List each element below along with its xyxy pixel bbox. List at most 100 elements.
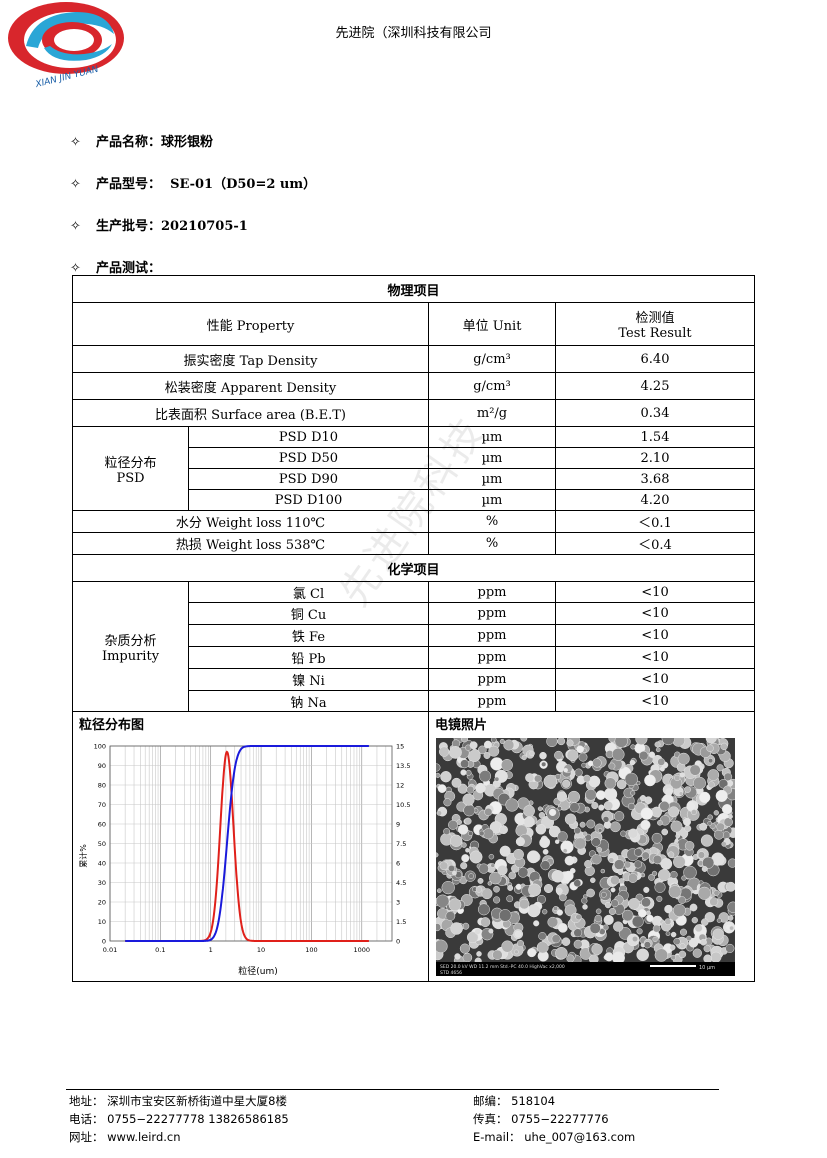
sem-particle [613, 921, 624, 932]
sem-particle [436, 763, 441, 772]
sem-particle [594, 914, 603, 923]
sem-particle [443, 828, 451, 835]
sem-particle [540, 860, 551, 871]
sem-particle [514, 949, 519, 955]
row-value: 3.68 [554, 468, 756, 490]
table-row: 铅 Pb ppm <10 [73, 646, 756, 669]
y-right-tick-label: 10.5 [396, 801, 410, 809]
row-unit: g/cm³ [428, 345, 556, 373]
y-left-tick-label: 20 [98, 899, 106, 907]
sem-particle [533, 920, 540, 927]
row-value: <10 [554, 581, 756, 603]
sem-particle [697, 851, 706, 859]
x-tick-label: 100 [305, 946, 317, 954]
sem-particle [506, 895, 514, 903]
batch-label: 生产批号： [96, 219, 162, 234]
y-left-tick-label: 80 [98, 782, 106, 790]
sem-particle [578, 752, 588, 762]
sem-particle [573, 939, 583, 949]
diamond-bullet-icon: ✧ [70, 219, 81, 234]
sem-particle [557, 923, 568, 933]
sem-particle [669, 944, 676, 951]
row-property: PSD D50 [188, 447, 429, 469]
row-unit: ppm [428, 602, 556, 625]
sem-particle [603, 787, 618, 801]
y-right-tick-label: 1.5 [396, 918, 406, 926]
sem-particle [600, 891, 607, 898]
sem-micrograph: SED 20.0 kV WD 11.2 mm Std.-PC 40.0 High… [436, 738, 735, 976]
table-row: 铁 Fe ppm <10 [73, 624, 756, 647]
impurity-group-cn: 杂质分析 [104, 633, 157, 649]
sem-particle [536, 941, 549, 954]
sem-particle [673, 937, 681, 946]
y-left-tick-label: 100 [94, 743, 106, 751]
chemical-section-title: 化学项目 [71, 554, 756, 582]
sem-particle [604, 777, 617, 790]
sem-particle [715, 789, 728, 802]
y-left-tick-label: 50 [98, 840, 106, 848]
row-value: <10 [554, 668, 756, 691]
sem-particle [537, 894, 546, 904]
sem-particle [608, 762, 616, 770]
row-unit: % [428, 510, 556, 533]
col-result-header: 检测值 Test Result [554, 302, 756, 346]
sem-particle [555, 946, 568, 960]
sem-particle [586, 819, 596, 829]
sem-particle [556, 909, 563, 916]
table-row: PSD D50 µm 2.10 [73, 447, 756, 469]
chart-ylabel: 累计% [78, 844, 88, 868]
footer-website[interactable]: 网址： www.leird.cn [69, 1130, 181, 1144]
sem-particle [489, 871, 502, 885]
sem-particle [583, 774, 591, 783]
sem-particle [546, 738, 558, 748]
sem-particle [499, 825, 508, 835]
sem-particle [651, 870, 658, 877]
psd-group-cn: 粒径分布 [104, 455, 157, 471]
footer-email[interactable]: E-mail： uhe_007@163.com [473, 1130, 636, 1144]
x-tick-label: 1000 [354, 946, 371, 954]
row-unit: g/cm³ [428, 372, 556, 400]
impurity-group-label: 杂质分析 Impurity [72, 581, 189, 712]
sem-particle [668, 806, 680, 818]
sem-particle [484, 807, 493, 817]
sem-particle [474, 928, 481, 935]
sem-particle [468, 873, 474, 879]
sem-particle [654, 881, 666, 893]
sem-particle [694, 924, 703, 933]
table-row: 振实密度 Tap Density g/cm³ 6.40 [72, 345, 756, 373]
x-tick-label: 10 [257, 946, 265, 954]
sem-particle [438, 746, 450, 757]
sem-particle [460, 759, 470, 769]
sem-particle [436, 888, 442, 894]
sem-particle [602, 816, 610, 823]
sem-particle [683, 818, 691, 826]
sem-particle [548, 808, 557, 817]
sem-particle [436, 772, 441, 778]
row-unit: ppm [428, 646, 556, 669]
sem-scale-bar [650, 965, 696, 967]
sem-particle [573, 928, 583, 938]
sem-particle [493, 896, 501, 904]
product-model-line: ✧ 产品型号： SE-01（D50=2 um） [70, 173, 316, 192]
sem-particle [526, 850, 540, 864]
sem-particle [557, 806, 562, 811]
y-left-tick-label: 30 [98, 879, 106, 887]
y-right-tick-label: 7.5 [396, 840, 406, 848]
sem-particle [693, 776, 706, 790]
sem-particle [707, 820, 713, 826]
sem-particle [630, 744, 636, 750]
y-right-tick-label: 4.5 [396, 879, 406, 887]
sem-particle [527, 904, 541, 918]
col-result-header-en: Test Result [618, 326, 692, 341]
sem-particle [477, 903, 490, 916]
sem-particle [703, 954, 713, 964]
sem-particle [562, 848, 568, 854]
sem-particle [521, 754, 527, 761]
row-value: 6.40 [554, 345, 756, 373]
sem-particle [655, 747, 661, 753]
physical-section-title: 物理项目 [71, 275, 756, 303]
sem-particle [667, 851, 675, 858]
sem-particle [678, 896, 686, 904]
sem-particle [468, 830, 474, 836]
sem-particle [513, 848, 524, 860]
